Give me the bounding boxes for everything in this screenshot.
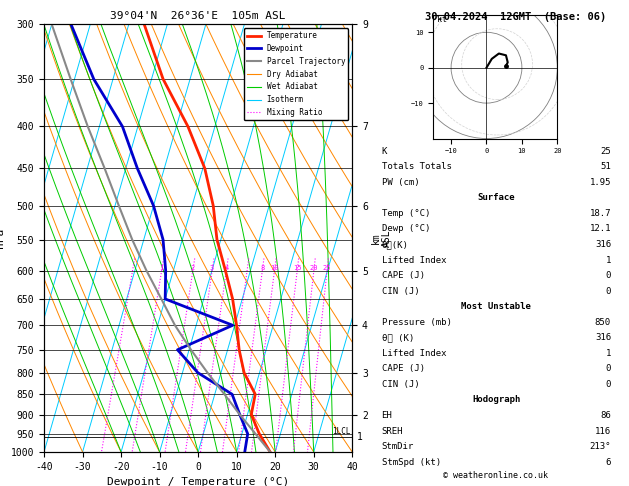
Text: 0: 0 <box>606 380 611 389</box>
Text: Lifted Index: Lifted Index <box>382 256 446 264</box>
Text: Surface: Surface <box>477 193 515 202</box>
Text: © weatheronline.co.uk: © weatheronline.co.uk <box>443 471 548 480</box>
Text: K: K <box>382 147 387 156</box>
Text: 1: 1 <box>160 264 164 271</box>
Text: CIN (J): CIN (J) <box>382 287 419 295</box>
Text: 1.95: 1.95 <box>589 178 611 187</box>
Text: kt: kt <box>437 15 447 24</box>
Text: θᴇ (K): θᴇ (K) <box>382 333 414 342</box>
Text: Totals Totals: Totals Totals <box>382 162 452 171</box>
Text: EH: EH <box>382 411 392 420</box>
Text: 116: 116 <box>595 427 611 435</box>
Text: θᴇ(K): θᴇ(K) <box>382 240 408 249</box>
Y-axis label: km
ASL: km ASL <box>370 229 392 247</box>
Text: 0: 0 <box>606 364 611 373</box>
Title: 39°04'N  26°36'E  105m ASL: 39°04'N 26°36'E 105m ASL <box>110 11 286 21</box>
Text: 20: 20 <box>309 264 318 271</box>
Text: 1: 1 <box>606 256 611 264</box>
Text: 4: 4 <box>224 264 228 271</box>
Text: CAPE (J): CAPE (J) <box>382 271 425 280</box>
Text: 1LCL: 1LCL <box>333 427 351 436</box>
Text: StmDir: StmDir <box>382 442 414 451</box>
X-axis label: Dewpoint / Temperature (°C): Dewpoint / Temperature (°C) <box>107 477 289 486</box>
Text: 25: 25 <box>600 147 611 156</box>
Text: 2: 2 <box>191 264 195 271</box>
Text: 0: 0 <box>606 287 611 295</box>
Text: 1: 1 <box>606 349 611 358</box>
Text: Dewp (°C): Dewp (°C) <box>382 225 430 233</box>
Text: PW (cm): PW (cm) <box>382 178 419 187</box>
Text: 18.7: 18.7 <box>589 209 611 218</box>
Text: 10: 10 <box>270 264 279 271</box>
Text: Hodograph: Hodograph <box>472 396 520 404</box>
Text: 86: 86 <box>600 411 611 420</box>
Text: 1: 1 <box>357 433 362 442</box>
Text: 3: 3 <box>210 264 214 271</box>
Text: Temp (°C): Temp (°C) <box>382 209 430 218</box>
Text: 213°: 213° <box>589 442 611 451</box>
Text: 316: 316 <box>595 333 611 342</box>
Legend: Temperature, Dewpoint, Parcel Trajectory, Dry Adiabat, Wet Adiabat, Isotherm, Mi: Temperature, Dewpoint, Parcel Trajectory… <box>244 28 348 120</box>
Text: CIN (J): CIN (J) <box>382 380 419 389</box>
Text: 8: 8 <box>260 264 264 271</box>
Text: StmSpd (kt): StmSpd (kt) <box>382 458 441 467</box>
Text: 850: 850 <box>595 318 611 327</box>
Text: CAPE (J): CAPE (J) <box>382 364 425 373</box>
Text: 51: 51 <box>600 162 611 171</box>
Text: 30.04.2024  12GMT  (Base: 06): 30.04.2024 12GMT (Base: 06) <box>425 12 606 22</box>
Text: 12.1: 12.1 <box>589 225 611 233</box>
Text: 25: 25 <box>323 264 331 271</box>
Text: Pressure (mb): Pressure (mb) <box>382 318 452 327</box>
Text: SREH: SREH <box>382 427 403 435</box>
Text: 15: 15 <box>293 264 301 271</box>
Y-axis label: hPa: hPa <box>0 228 5 248</box>
Text: Lifted Index: Lifted Index <box>382 349 446 358</box>
Text: 6: 6 <box>606 458 611 467</box>
Text: 0: 0 <box>606 271 611 280</box>
Text: 316: 316 <box>595 240 611 249</box>
Text: Most Unstable: Most Unstable <box>461 302 532 311</box>
